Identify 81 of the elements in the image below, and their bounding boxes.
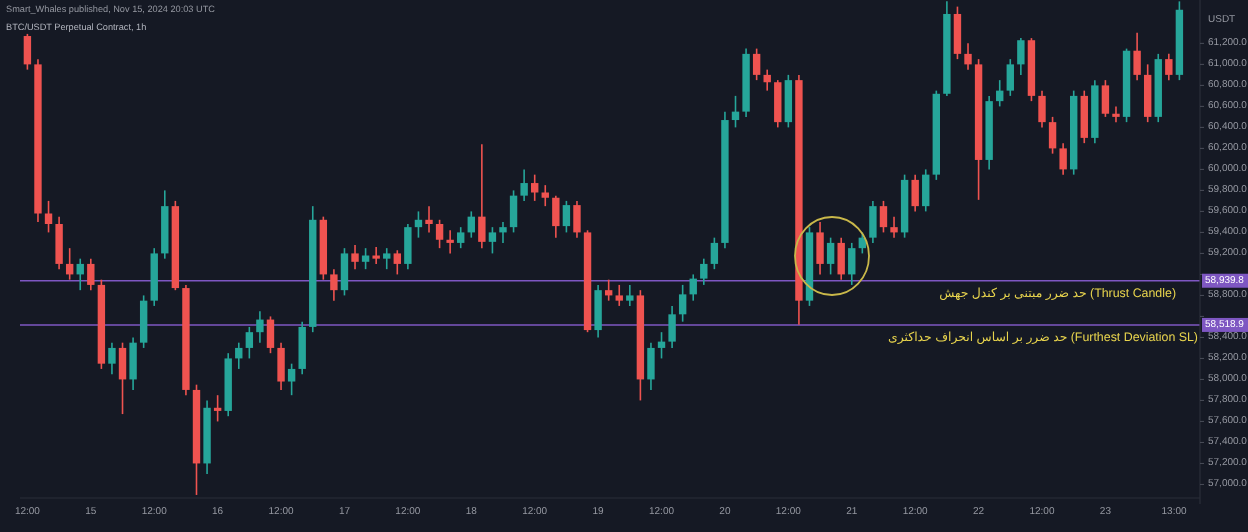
candlestick	[520, 168, 528, 202]
candlestick	[647, 341, 655, 391]
candlestick	[890, 215, 898, 239]
candlestick	[76, 257, 84, 291]
candlestick	[372, 246, 380, 265]
candlestick	[552, 194, 560, 239]
candlestick	[562, 200, 571, 234]
candlestick	[774, 79, 782, 129]
candlestick	[44, 200, 53, 234]
candlestick	[763, 68, 771, 92]
candlestick	[922, 168, 930, 213]
candlestick	[1006, 58, 1014, 97]
candlestick	[108, 341, 116, 375]
candlestick	[1112, 105, 1120, 123]
candlestick	[118, 341, 127, 415]
candlestick	[488, 226, 497, 255]
candlestick	[298, 320, 306, 375]
candlestick	[330, 268, 338, 302]
candlestick	[816, 221, 824, 276]
candlestick	[139, 294, 148, 349]
candlestick	[1165, 53, 1173, 81]
candlestick	[752, 47, 761, 81]
candlestick	[65, 247, 74, 281]
candlestick	[964, 42, 972, 71]
candlestick	[287, 362, 296, 396]
candlestick	[245, 326, 254, 360]
candlestick	[1048, 116, 1057, 155]
candlestick	[879, 200, 888, 234]
candlestick	[848, 242, 856, 286]
candlestick	[1101, 79, 1110, 118]
candlestick	[700, 257, 708, 286]
candlestick	[383, 247, 391, 270]
candlestick	[277, 341, 285, 391]
candlestick	[509, 189, 518, 234]
candlestick	[573, 200, 581, 239]
candlestick	[1143, 63, 1152, 123]
candlestick	[414, 210, 423, 239]
candlestick	[425, 205, 433, 234]
candlestick	[23, 33, 32, 71]
candlestick	[161, 189, 169, 260]
candlestick	[837, 236, 845, 281]
candlestick	[1038, 89, 1046, 129]
candlestick	[435, 219, 444, 249]
candlestick	[953, 5, 962, 60]
candlestick	[626, 284, 634, 307]
candlestick	[256, 310, 264, 344]
candlestick	[784, 74, 793, 129]
candlestick	[457, 226, 465, 249]
candlestick	[467, 210, 475, 239]
candlestick	[1080, 89, 1088, 144]
candlestick	[499, 221, 507, 244]
candlestick	[55, 215, 63, 270]
candlestick	[340, 247, 349, 297]
candlestick	[1017, 37, 1025, 76]
candlestick	[826, 236, 835, 276]
candlestick	[404, 223, 412, 270]
candlestick	[1059, 142, 1067, 176]
candlestick	[351, 244, 359, 270]
candlestick	[446, 229, 454, 255]
candlestick	[531, 173, 539, 202]
candlestick	[710, 236, 719, 270]
candlestick	[235, 341, 243, 370]
candlestick	[996, 79, 1004, 108]
candlestick	[668, 305, 676, 349]
candlestick	[1133, 32, 1141, 81]
candlestick	[604, 278, 613, 302]
candlestick	[393, 249, 401, 276]
candlestick	[266, 315, 275, 354]
candlestick	[689, 273, 697, 302]
candlestick	[594, 284, 602, 339]
candlestick	[678, 284, 687, 323]
candlestick	[150, 247, 158, 307]
candlestick	[731, 95, 740, 129]
candlestick	[478, 143, 486, 249]
candlestick	[615, 284, 623, 307]
candlestick	[911, 173, 919, 213]
candlestick	[87, 257, 95, 291]
candlestick	[213, 394, 222, 423]
candlestick	[541, 184, 549, 207]
candlestick	[869, 200, 877, 244]
candlestick	[129, 336, 137, 391]
